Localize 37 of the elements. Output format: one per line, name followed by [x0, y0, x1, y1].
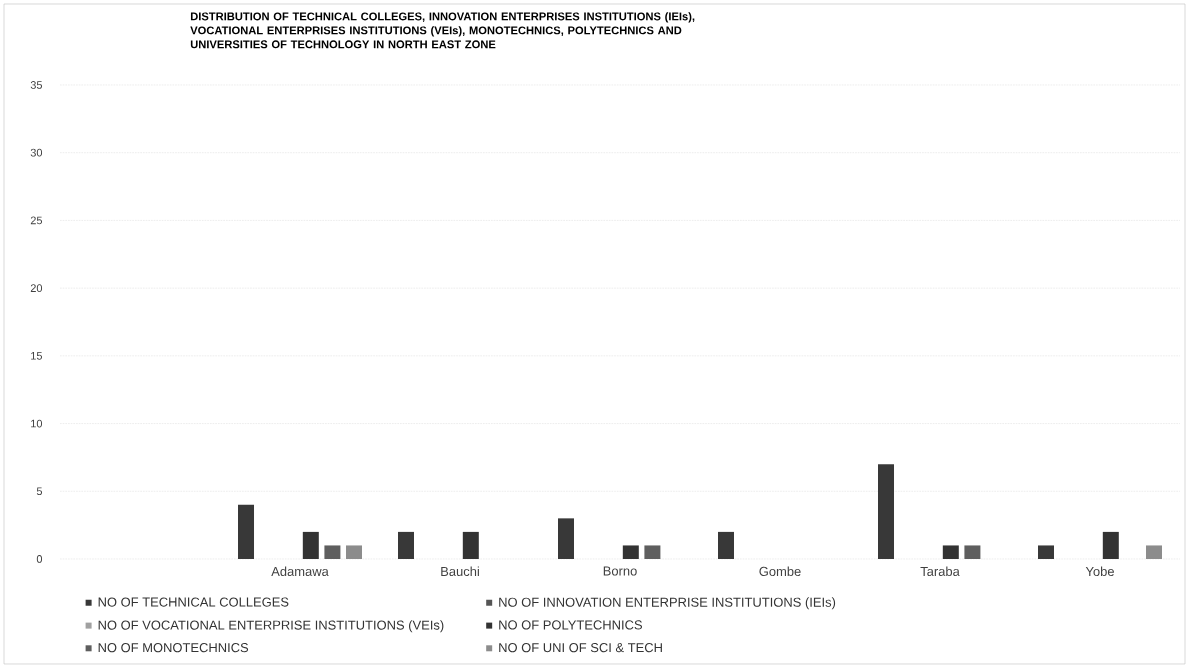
x-tick-label: Bauchi [441, 566, 479, 577]
y-tick-label: 15 [31, 352, 43, 360]
bar [622, 545, 639, 559]
bar [324, 545, 341, 559]
legend-label: NO OF UNI OF SCI & TECH [499, 643, 662, 653]
x-tick-label: Yobe [1085, 566, 1114, 577]
x-tick-label: Adamawa [271, 566, 329, 577]
chart-title: DISTRIBUTION OF TECHNICAL COLLEGES, INNOVATION ENTERPRISES INSTITUTIONS (IEIs), VOCATIONAL ENTERPRISES INSTITUTIONS (VEIs), MONOTECHNICS, POLYTECHNICS AND UNIVERSITIES OF TECHNOLOGY IN NORTH EAST ZONE [190, 12, 695, 49]
y-tick-label: 25 [30, 216, 43, 225]
legend-label: NO OF INNOVATION ENTERPRISE INSTITUTIONS (IEIs) [499, 597, 836, 610]
legend-label: NO OF TECHNICAL COLLEGES [98, 597, 289, 607]
y-tick-label: 0 [36, 555, 43, 563]
x-tick-label: Borno [603, 566, 637, 576]
bar [302, 531, 319, 559]
bar [346, 545, 363, 559]
y-tick-label: 30 [30, 148, 43, 157]
bar [398, 531, 415, 559]
bar [238, 504, 255, 559]
x-tick-label: Taraba [920, 566, 960, 577]
bar [718, 531, 735, 559]
legend-label: NO OF MONOTECHNICS [98, 643, 249, 653]
bar [1146, 545, 1162, 559]
bar [878, 464, 895, 559]
y-tick-label: 35 [30, 81, 43, 89]
bar [644, 545, 661, 559]
bar [558, 518, 575, 559]
x-tick-label: Gombe [759, 566, 801, 577]
y-tick-label: 10 [31, 419, 43, 428]
bar [964, 545, 981, 559]
y-tick-label: 20 [30, 284, 43, 293]
bar [1038, 545, 1055, 559]
legend-label: NO OF VOCATIONAL ENTERPRISE INSTITUTIONS (VEIs) [98, 620, 444, 633]
y-tick-label: 5 [36, 487, 43, 496]
legend-label: NO OF POLYTECHNICS [499, 620, 642, 630]
bar [1102, 531, 1119, 559]
bar [942, 545, 959, 559]
bar [462, 531, 479, 559]
